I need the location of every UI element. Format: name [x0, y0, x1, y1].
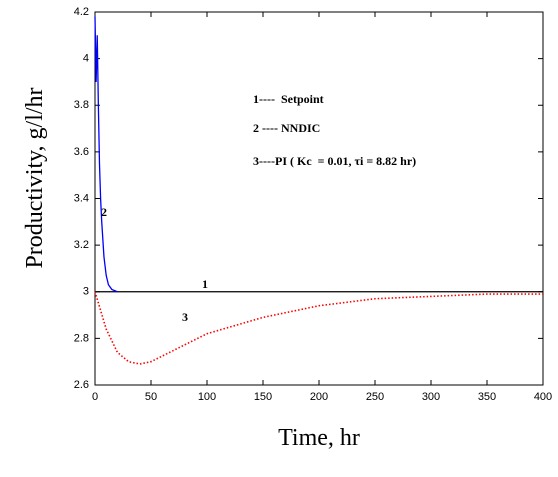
- x-axis-title: Time, hr: [278, 425, 360, 451]
- x-tick-label: 100: [198, 391, 216, 403]
- curve-label: 2: [101, 205, 107, 219]
- y-tick-label: 3.4: [74, 192, 89, 204]
- x-tick-label: 350: [478, 391, 496, 403]
- annotation: 1---- Setpoint: [253, 92, 324, 106]
- x-tick-label: 400: [534, 391, 552, 403]
- x-tick-label: 50: [145, 391, 157, 403]
- x-tick-label: 0: [92, 391, 98, 403]
- series-line: [94, 291, 543, 365]
- y-tick-label: 4: [83, 53, 89, 65]
- x-tick-label: 200: [310, 391, 328, 403]
- series-line: [94, 16, 118, 293]
- y-tick-label: 3: [83, 286, 89, 298]
- y-axis-title: Productivity, g/l/hr: [22, 87, 48, 268]
- curve-label: 1: [202, 277, 208, 291]
- curve-label: 3: [182, 310, 188, 324]
- y-tick-label: 4.2: [74, 6, 89, 18]
- x-tick-label: 150: [254, 391, 272, 403]
- y-tick-label: 3.6: [74, 146, 89, 158]
- y-tick-label: 2.8: [74, 332, 89, 344]
- x-tick-label: 250: [366, 391, 384, 403]
- y-tick-label: 3.2: [74, 239, 89, 251]
- y-tick-label: 3.8: [74, 99, 89, 111]
- annotation: 3----PI ( Kc = 0.01, τi = 8.82 hr): [253, 154, 416, 168]
- x-tick-label: 300: [422, 391, 440, 403]
- y-tick-label: 2.6: [74, 379, 89, 391]
- annotation: 2 ---- NNDIC: [253, 121, 320, 135]
- plot-frame: [94, 11, 544, 386]
